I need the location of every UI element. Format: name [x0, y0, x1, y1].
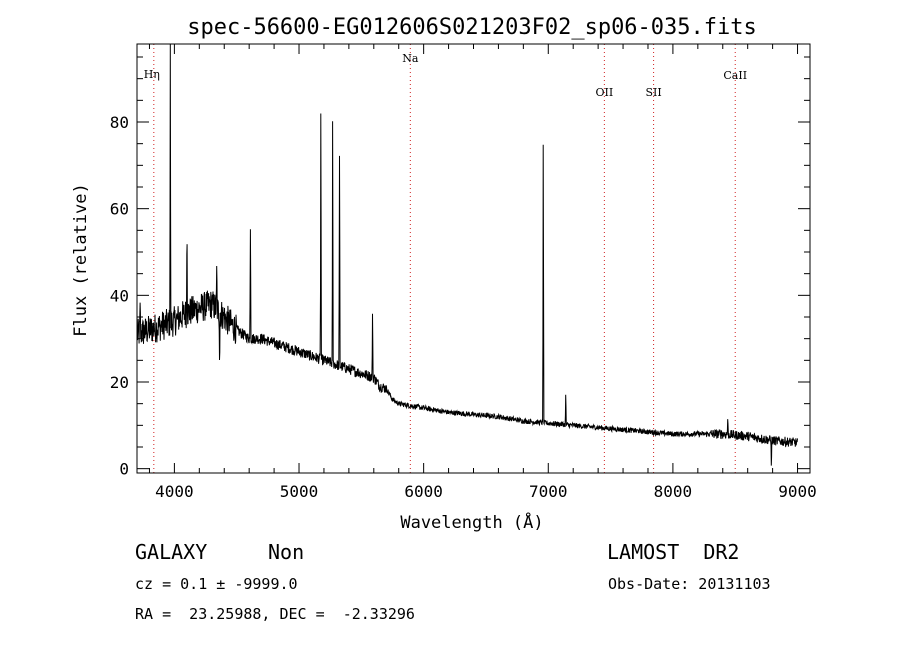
object-class: GALAXY: [135, 540, 208, 564]
x-tick-label-7000: 7000: [529, 482, 568, 501]
spectrum-line: [136, 43, 798, 466]
chart-title: spec-56600-EG012606S021203F02_sp06-035.f…: [187, 15, 757, 40]
plot-frame: [136, 43, 811, 474]
plot-area: 4000 5000 6000 7000 8000 9000 0 20 40 60 80 Hη Na OII…: [110, 43, 817, 501]
y-tick-label-60: 60: [110, 200, 129, 219]
line-label-caii: CaII: [723, 69, 747, 82]
redshift-info: cz = 0.1 ± -9999.0: [135, 575, 298, 593]
x-tick-label-9000: 9000: [778, 482, 817, 501]
line-label-h: Hη: [144, 68, 160, 81]
line-label-na: Na: [402, 52, 419, 65]
object-subclass: Non: [268, 540, 305, 564]
x-tick-label-8000: 8000: [654, 482, 693, 501]
y-tick-label-20: 20: [110, 373, 129, 392]
line-label-oii: OII: [596, 86, 614, 99]
x-tick-label-4000: 4000: [155, 482, 194, 501]
line-label-sii: SII: [645, 86, 661, 99]
x-axis-label: Wavelength (Å): [400, 511, 543, 533]
observation-date: Obs-Date: 20131103: [608, 575, 771, 593]
y-tick-label-40: 40: [110, 286, 129, 305]
x-tick-label-6000: 6000: [404, 482, 443, 501]
survey-name: LAMOST DR2: [607, 540, 740, 564]
coordinates: RA = 23.25988, DEC = -2.33296: [135, 605, 415, 623]
x-tick-label-5000: 5000: [280, 482, 319, 501]
y-axis-label: Flux (relative): [71, 183, 91, 337]
y-tick-label-80: 80: [110, 113, 129, 132]
y-tick-label-0: 0: [119, 460, 129, 479]
